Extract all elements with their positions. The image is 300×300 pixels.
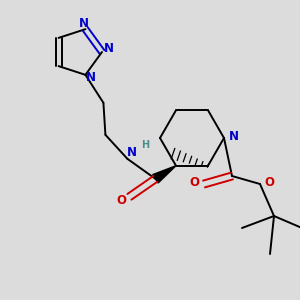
Text: O: O (264, 176, 274, 188)
Text: O: O (116, 194, 126, 207)
Text: O: O (189, 176, 199, 188)
Text: N: N (229, 130, 239, 142)
Text: N: N (104, 41, 114, 55)
Text: H: H (141, 140, 149, 150)
Text: N: N (126, 146, 136, 159)
Text: N: N (85, 71, 95, 84)
Polygon shape (153, 166, 176, 183)
Text: N: N (78, 17, 88, 30)
